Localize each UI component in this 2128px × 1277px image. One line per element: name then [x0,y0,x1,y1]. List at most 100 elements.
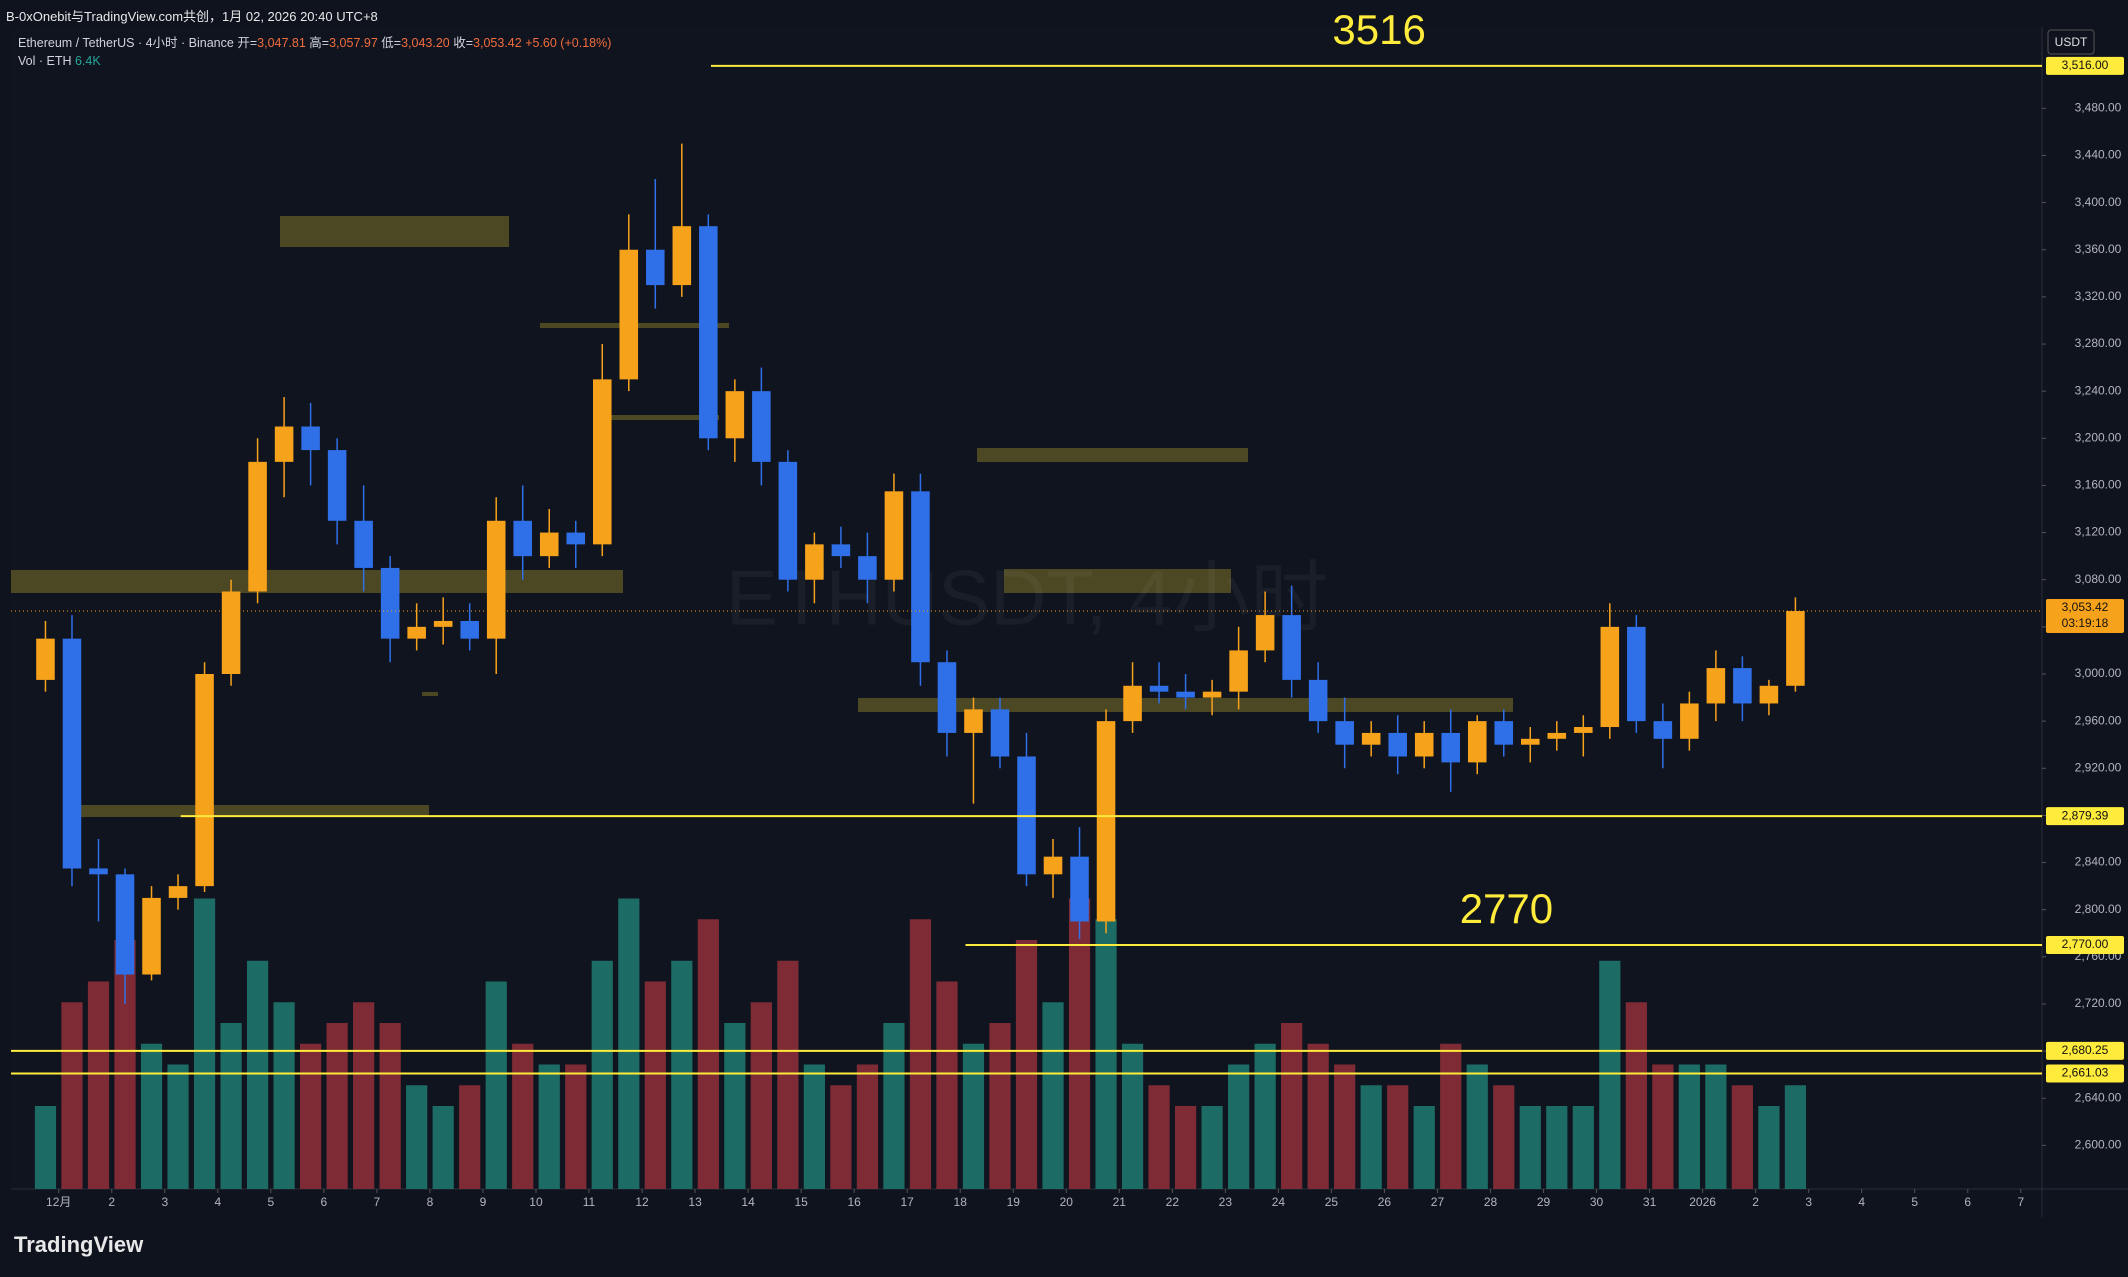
candle-body [725,391,745,439]
zone [422,692,438,696]
candle-body [619,249,639,380]
candle-body [354,520,373,568]
candle-body [592,379,612,545]
candle-body [1467,721,1487,763]
candle-body [858,556,877,580]
volume-bar [1307,1043,1329,1189]
x-tick-label: 24 [1272,1195,1286,1209]
volume-bar [750,1002,772,1189]
volume-bar [830,1085,852,1189]
candle-body [1149,685,1169,692]
ohlc-value: 3,047.81 [257,36,306,50]
x-tick-label: 12 [635,1195,649,1209]
volume-bar [909,919,932,1189]
candle-body [274,426,294,462]
candle-body [168,886,188,898]
y-tick-label: 3,360.00 [2075,242,2122,256]
x-tick-label: 27 [1431,1195,1445,1209]
candle-body [1255,615,1275,651]
candle-body [407,626,426,639]
volume-bar [300,1043,322,1189]
candle-body [1574,727,1593,733]
volume-bar [273,1002,295,1189]
level-label: 2,770.00 [2062,937,2109,951]
volume-bar [1015,940,1038,1189]
candle-body [1786,611,1805,686]
x-tick-label: 10 [529,1195,543,1209]
volume-bar [1625,1002,1647,1189]
volume-bar [883,1023,905,1189]
candle-body [513,520,533,557]
candle-body [1043,856,1063,875]
y-tick-label: 2,600.00 [2075,1138,2122,1152]
volume-bar [432,1106,454,1189]
x-tick-label: 20 [1060,1195,1074,1209]
candle-body [433,620,453,627]
candle-body [62,638,82,869]
x-tick-label: 4 [1858,1195,1865,1209]
level-label: 3,516.00 [2062,58,2109,72]
candle-body [805,544,824,580]
candle-body [990,709,1010,757]
volume-bar [406,1085,428,1189]
y-tick-label: 3,200.00 [2075,430,2122,444]
y-tick-label: 3,440.00 [2075,148,2122,162]
volume-bar [936,981,958,1189]
volume-bar [1360,1085,1382,1189]
volume-bar [1546,1106,1568,1189]
volume-bar [1174,1106,1197,1189]
candle-body [937,662,957,733]
candle-body [1096,721,1116,922]
x-tick-label: 31 [1643,1195,1657,1209]
y-tick-label: 3,000.00 [2075,666,2122,680]
countdown: 03:19:18 [2062,616,2109,630]
x-tick-label: 7 [374,1195,381,1209]
volume-bar [1387,1085,1409,1189]
currency: USDT [2055,35,2088,49]
x-tick-label: 28 [1484,1195,1498,1209]
x-tick-label: 15 [794,1195,808,1209]
volume-bar [777,960,799,1189]
level-label: 2,661.03 [2062,1066,2109,1080]
candle-body [911,491,930,663]
volume-bar [1228,1064,1250,1189]
y-tick-label: 2,640.00 [2075,1090,2122,1104]
volume-bar [1599,960,1621,1189]
candle-body [1494,721,1514,745]
volume-bar [193,898,216,1189]
candle-body [1335,721,1354,745]
candle-body [1600,626,1620,728]
candle-body [699,226,718,439]
volume-bar [1334,1064,1356,1189]
ohlc-label: 高= [309,36,330,50]
candle-body [1282,615,1301,680]
volume-bar [1519,1106,1541,1189]
volume-bar [512,1043,534,1189]
volume-label: Vol · ETH [18,54,72,68]
volume-bar [591,960,613,1189]
candle-body [115,874,135,975]
volume-bar [1466,1064,1488,1189]
x-tick-label: 9 [480,1195,487,1209]
x-tick-label: 23 [1219,1195,1233,1209]
candle-body [752,391,771,462]
volume-bar [1068,898,1091,1189]
candle-body [1627,626,1646,722]
candle-body [1414,732,1434,757]
candle-body [1547,732,1567,739]
x-tick-label: 19 [1007,1195,1021,1209]
zone [280,216,509,247]
candle-body [1308,679,1328,722]
volume-bar [140,1043,163,1189]
volume-bar [114,940,136,1189]
x-tick-label: 3 [1805,1195,1812,1209]
x-tick-label: 2026 [1689,1195,1716,1209]
x-tick-label: 5 [267,1195,274,1209]
y-tick-label: 3,120.00 [2075,525,2122,539]
volume-bar [565,1064,587,1189]
volume-bar [1148,1085,1170,1189]
volume-bar [326,1023,348,1189]
volume-bar [459,1085,481,1189]
